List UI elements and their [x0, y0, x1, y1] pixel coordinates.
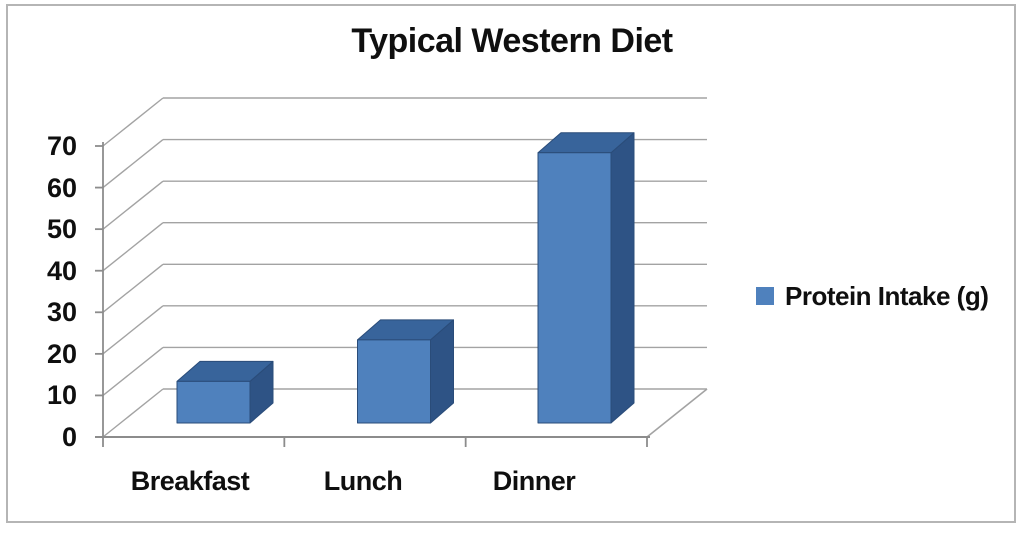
- bar-breakfast: [176, 360, 274, 424]
- chart-title: Typical Western Diet: [351, 22, 673, 60]
- y-tick-label: 40: [46, 255, 77, 286]
- bar-lunch: [357, 319, 454, 424]
- gridline-slant: [102, 388, 164, 438]
- floor-right-edge: [646, 388, 708, 438]
- gridline-slant: [102, 305, 164, 355]
- bar-front-face: [176, 380, 251, 424]
- y-tick-label: 70: [46, 131, 77, 161]
- y-tick-label: 0: [61, 422, 77, 452]
- gridline-slant: [102, 263, 164, 313]
- gridline-slant: [102, 346, 164, 396]
- bar-front-face: [537, 152, 612, 424]
- gridline-slant: [102, 97, 164, 147]
- gridline-slant: [102, 180, 164, 230]
- legend-label: Protein Intake (g): [785, 280, 989, 311]
- bar-front-face: [357, 339, 431, 424]
- category-label: Dinner: [492, 466, 576, 496]
- y-tick-label: 50: [46, 214, 77, 245]
- gridline-slant: [102, 139, 164, 189]
- y-tick-label: 10: [46, 380, 77, 411]
- y-tick-label: 20: [46, 338, 77, 369]
- bar-side-face: [610, 132, 635, 424]
- category-label: Breakfast: [130, 466, 250, 496]
- bar-dinner: [537, 132, 635, 424]
- gridline-slant: [102, 222, 164, 272]
- category-label: Lunch: [323, 466, 403, 496]
- y-tick-label: 30: [46, 297, 77, 328]
- y-tick-label: 60: [46, 172, 77, 203]
- legend-marker-icon: [756, 287, 774, 305]
- legend: Protein Intake (g): [756, 278, 989, 314]
